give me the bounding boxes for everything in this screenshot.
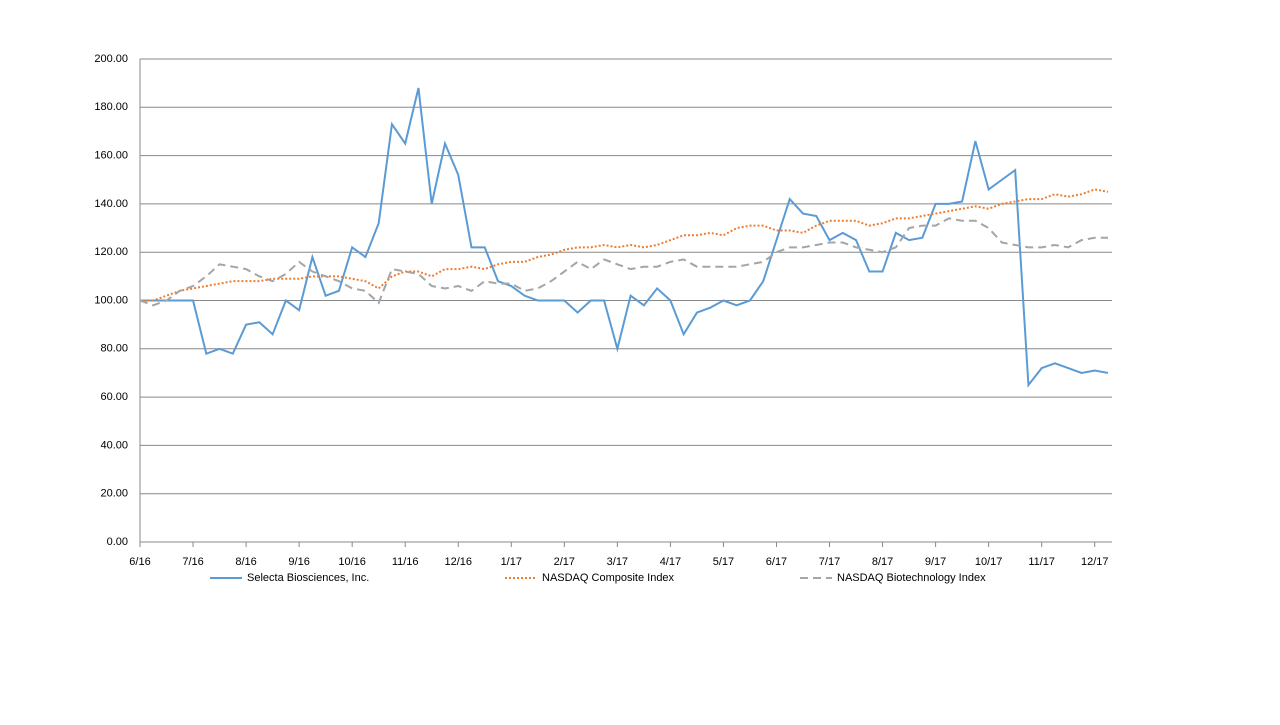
- x-tick-label: 12/16: [444, 556, 472, 568]
- x-tick-label: 4/17: [660, 556, 681, 568]
- x-tick-label: 2/17: [554, 556, 575, 568]
- y-tick-label: 80.00: [100, 343, 128, 355]
- x-tick-label: 10/17: [975, 556, 1003, 568]
- x-tick-label: 9/17: [925, 556, 946, 568]
- y-tick-label: 0.00: [107, 536, 128, 548]
- x-tick-label: 6/17: [766, 556, 787, 568]
- y-tick-label: 120.00: [94, 246, 128, 258]
- y-tick-label: 180.00: [94, 101, 128, 113]
- x-tick-label: 11/17: [1028, 556, 1055, 568]
- series-line: [140, 188, 1109, 302]
- x-tick-label: 7/17: [819, 556, 840, 568]
- legend-label: Selecta Biosciences, Inc.: [247, 572, 369, 584]
- x-tick-label: 10/16: [338, 556, 366, 568]
- x-tick-label: 11/16: [392, 556, 419, 568]
- y-tick-label: 20.00: [100, 488, 128, 500]
- y-tick-label: 60.00: [100, 391, 128, 403]
- series-line: [139, 217, 1108, 307]
- x-tick-label: 7/16: [182, 556, 203, 568]
- x-tick-label: 8/16: [235, 556, 256, 568]
- x-tick-label: 1/17: [501, 556, 522, 568]
- legend-label: NASDAQ Composite Index: [542, 572, 675, 584]
- x-tick-label: 8/17: [872, 556, 893, 568]
- x-tick-label: 5/17: [713, 556, 734, 568]
- y-tick-label: 200.00: [94, 53, 128, 65]
- legend-label: NASDAQ Biotechnology Index: [837, 572, 986, 584]
- x-tick-label: 6/16: [129, 556, 150, 568]
- x-tick-label: 9/16: [288, 556, 309, 568]
- y-tick-label: 100.00: [94, 294, 128, 306]
- series-line: [140, 87, 1109, 388]
- y-tick-label: 40.00: [100, 439, 128, 451]
- y-tick-label: 140.00: [94, 198, 128, 210]
- x-tick-label: 3/17: [607, 556, 628, 568]
- y-tick-label: 160.00: [94, 150, 128, 162]
- x-tick-label: 12/17: [1081, 556, 1109, 568]
